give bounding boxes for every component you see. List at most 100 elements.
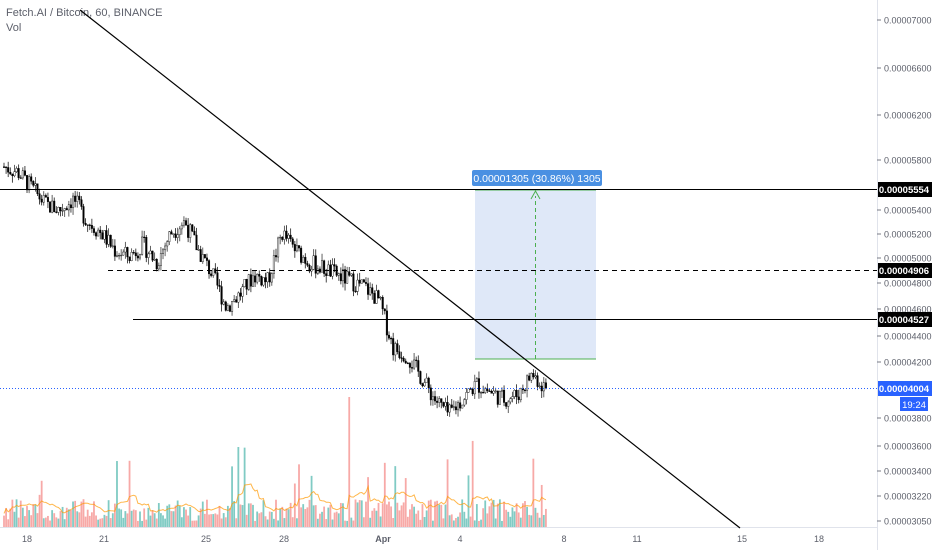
volume-label: Vol — [6, 22, 22, 34]
volume-bar — [331, 519, 334, 527]
candle-body — [247, 274, 250, 290]
price-tick-label: 0.00003800 — [884, 414, 932, 424]
volume-bar — [360, 500, 363, 527]
candle-body — [220, 286, 223, 305]
candle-body — [285, 230, 288, 239]
volume-bar — [375, 510, 378, 527]
candle-body — [415, 359, 418, 361]
volume-bar — [157, 503, 160, 527]
volume-bar — [498, 499, 501, 527]
candle-body — [7, 167, 10, 173]
volume-bar — [333, 512, 336, 527]
volume-bar — [519, 517, 522, 527]
last-price-label: 0.00004004 — [879, 384, 930, 395]
volume-bar — [509, 516, 512, 527]
volume-bar — [166, 505, 169, 527]
candle-body — [149, 250, 152, 255]
volume-bar — [524, 501, 526, 527]
volume-bar — [264, 516, 267, 527]
volume-bar — [434, 501, 436, 527]
volume-bar — [147, 507, 150, 527]
candle-body — [122, 251, 125, 256]
candle-body — [377, 290, 380, 299]
volume-bar — [258, 513, 261, 527]
volume-bars — [3, 397, 547, 527]
candle-body — [281, 236, 284, 240]
level-label-2: 0.00004906 — [879, 266, 929, 277]
candle-body — [147, 253, 150, 258]
volume-bar — [473, 520, 476, 527]
volume-bar — [480, 519, 482, 527]
candles — [3, 161, 547, 417]
volume-bar — [337, 513, 340, 527]
candle-body — [289, 234, 292, 240]
volume-bar — [88, 515, 91, 527]
volume-bar — [526, 506, 528, 527]
level-label-bg-3 — [878, 312, 932, 327]
candle-body — [419, 371, 422, 384]
volume-bar — [141, 520, 143, 527]
candle-body — [13, 171, 16, 177]
volume-bar — [34, 504, 37, 527]
volume-bar — [377, 502, 380, 527]
volume-bar — [168, 504, 171, 527]
volume-bar — [208, 514, 210, 527]
volume-bar — [409, 509, 411, 527]
volume-bar — [130, 510, 133, 527]
volume-bar — [70, 510, 72, 527]
candle-body — [145, 237, 148, 258]
price-tick-label: 0.00005200 — [884, 230, 932, 240]
volume-bar — [394, 466, 397, 527]
volume-bar — [446, 459, 449, 527]
candle-body — [341, 269, 344, 282]
candle-body — [279, 236, 282, 239]
candle-body — [222, 301, 225, 305]
volume-bar — [425, 510, 428, 527]
candle-body — [450, 404, 453, 408]
candle-body — [262, 277, 265, 286]
candle-body — [454, 406, 457, 411]
candle-body — [5, 166, 8, 168]
volume-bar — [296, 518, 298, 527]
level-label-bg-2 — [878, 263, 932, 278]
volume-bar — [398, 510, 401, 527]
candle-body — [251, 275, 254, 287]
candle-body — [429, 387, 432, 401]
candle-body — [44, 195, 47, 198]
trendline[interactable] — [79, 9, 741, 529]
volume-bar — [174, 505, 177, 527]
candle-body — [203, 254, 206, 259]
volume-bar — [266, 519, 269, 527]
volume-bar — [379, 516, 382, 527]
price-tick-label: 0.00004800 — [884, 279, 932, 289]
volume-bar — [84, 516, 87, 527]
volume-bar — [145, 519, 148, 527]
volume-bar — [243, 447, 246, 527]
volume-bar — [513, 511, 516, 527]
candle-body — [540, 385, 543, 392]
candle-body — [413, 359, 416, 369]
volume-bar — [11, 499, 14, 527]
candle-body — [463, 399, 466, 406]
candle-body — [484, 388, 487, 393]
candle-body — [383, 308, 386, 312]
candle-body — [310, 269, 313, 272]
volume-bar — [306, 507, 309, 527]
candle-body — [235, 299, 238, 303]
price-axis: 0.00007000 0.00006600 0.00006200 0.00005800… — [877, 16, 932, 527]
volume-bar — [492, 499, 495, 527]
volume-bar — [427, 500, 430, 527]
candle-body — [408, 363, 411, 368]
volume-bar — [61, 506, 64, 527]
volume-bar — [30, 515, 33, 527]
volume-bar — [199, 508, 202, 527]
candle-body — [304, 256, 307, 264]
candle-body — [542, 382, 545, 392]
candle-body — [155, 259, 158, 270]
volume-bar — [385, 504, 388, 527]
volume-bar — [436, 500, 439, 527]
candle-body — [124, 247, 127, 253]
candle-body — [344, 269, 347, 284]
volume-bar — [396, 502, 399, 527]
